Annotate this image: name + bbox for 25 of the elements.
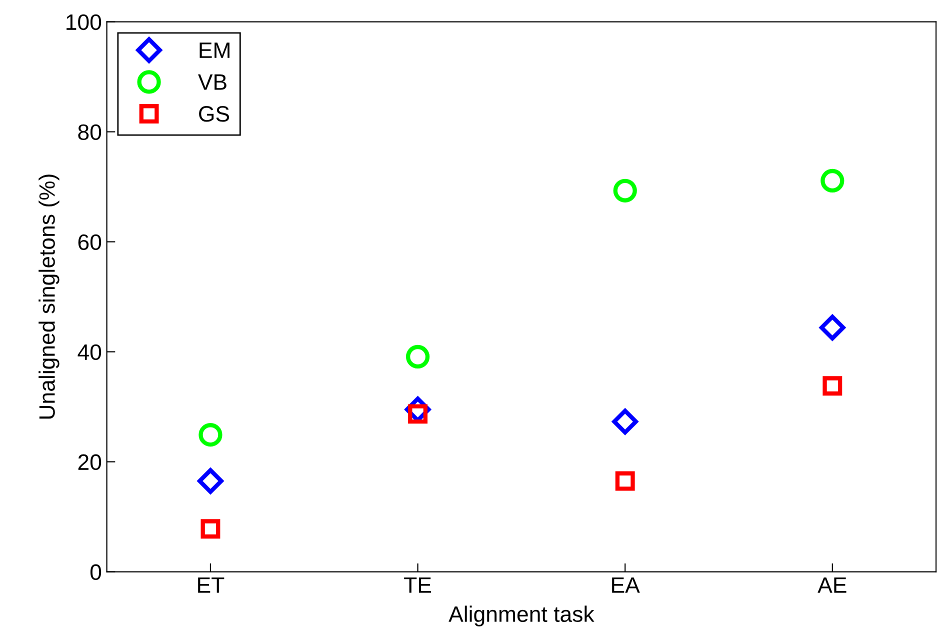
- x-axis-title: Alignment task: [448, 606, 594, 626]
- y-axis-title: Unaligned singletons (%): [38, 174, 60, 419]
- y-tick-label: 40: [78, 344, 102, 360]
- y-tick-label: 20: [78, 454, 102, 470]
- point: [200, 519, 220, 539]
- y-tick-label: 80: [78, 124, 102, 140]
- y-tick-label: 60: [78, 234, 102, 250]
- point: [612, 408, 638, 435]
- legend-label: EM: [200, 42, 230, 58]
- point: [198, 423, 222, 447]
- point: [613, 178, 637, 202]
- point: [822, 376, 842, 396]
- point: [820, 314, 846, 340]
- legend-label: GS: [199, 106, 230, 122]
- x-tick-label: ET: [198, 577, 224, 593]
- x-tick-label: AE: [818, 577, 846, 593]
- point: [615, 471, 635, 491]
- x-tick-label: EA: [612, 577, 640, 593]
- point: [198, 468, 224, 494]
- x-tick-label: TE: [404, 577, 432, 593]
- legend-label: VB: [198, 74, 226, 90]
- y-tick-label: 100: [66, 14, 102, 30]
- y-tick-label: 0: [90, 564, 102, 580]
- point: [406, 344, 430, 369]
- point: [820, 168, 844, 193]
